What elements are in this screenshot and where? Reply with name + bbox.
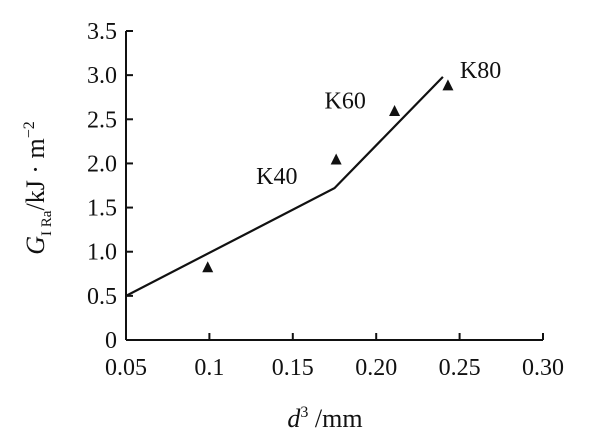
data-point-marker [330,153,342,165]
data-point-marker [389,104,401,116]
data-points [202,79,454,273]
axes [125,31,543,341]
point-label: K80 [460,58,501,84]
x-tick-label: 0.1 [194,355,224,381]
x-axis-ticks: 0.05 0.1 0.15 0.20 0.25 0.30 [105,333,564,381]
y-tick-label: 0.5 [87,284,117,310]
y-axis-title: GI Ra/kJ · m−2 [21,121,55,254]
y-axis-subscript: I Ra [39,210,55,236]
x-tick-label: 0.15 [272,355,314,381]
y-tick-label: 2.5 [87,107,117,133]
y-tick-label: 3.0 [87,63,117,89]
y-tick-label: 2.0 [87,151,117,177]
y-tick-label: 3.5 [87,19,117,45]
y-tick-label: 1.5 [87,196,117,222]
data-point-marker [442,79,454,91]
x-axis-symbol: d [287,404,301,433]
x-axis-title: d3 /mm [287,404,362,433]
y-tick-label: 0 [105,328,117,354]
point-annotations: K40 K60 K80 [256,58,501,190]
y-axis-symbol: G [21,236,50,255]
fit-line-group [125,76,444,297]
data-point-marker [202,261,214,273]
x-axis-superscript: 3 [300,404,308,421]
point-label: K60 [325,88,366,114]
x-axis-unit: /mm [308,404,362,433]
x-tick-label: 0.30 [522,355,564,381]
fit-line [125,76,444,297]
x-tick-label: 0.25 [439,355,481,381]
point-label: K40 [256,164,297,190]
y-axis-superscript: −2 [21,121,38,138]
x-tick-label: 0.05 [105,355,147,381]
x-tick-label: 0.20 [355,355,397,381]
y-axis-unit: /kJ · m [21,138,50,210]
y-axis-ticks: 0 0.5 1.0 1.5 2.0 2.5 3.0 3.5 [87,19,133,354]
y-tick-label: 1.0 [87,240,117,266]
